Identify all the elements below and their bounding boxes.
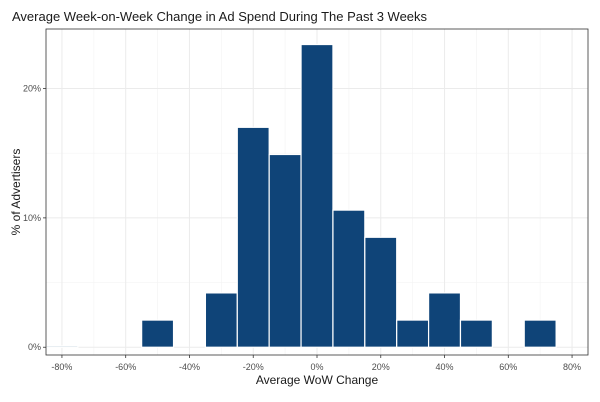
chart-title: Average Week-on-Week Change in Ad Spend … — [12, 9, 428, 24]
histogram-bar — [141, 319, 175, 348]
y-axis-title: % of Advertisers — [9, 149, 23, 236]
y-tick-label: 20% — [23, 84, 41, 94]
x-tick-label: -60% — [115, 362, 136, 372]
x-tick-label: -40% — [179, 362, 200, 372]
histogram-bars — [45, 43, 557, 348]
histogram-bar — [300, 43, 334, 348]
histogram-bar — [396, 319, 430, 348]
x-axis-title: Average WoW Change — [256, 373, 379, 387]
histogram-bar — [427, 292, 462, 348]
x-tick-label: 80% — [563, 362, 581, 372]
histogram-bar — [364, 236, 398, 348]
x-tick-label: -80% — [51, 362, 72, 372]
y-tick-label: 0% — [28, 342, 41, 352]
histogram-bar — [236, 126, 270, 348]
histogram-bar — [332, 209, 366, 348]
histogram-bar — [268, 153, 302, 348]
histogram-bar — [523, 319, 557, 348]
x-axis-ticks: -80% -60% -40% -20% 0% 20% 40% 60% 80% — [51, 355, 581, 372]
histogram-bar — [204, 292, 238, 348]
x-tick-label: 40% — [436, 362, 454, 372]
y-axis-ticks: 0% 10% 20% — [23, 84, 46, 352]
x-tick-label: 0% — [310, 362, 323, 372]
x-tick-label: -20% — [243, 362, 264, 372]
histogram-bar — [459, 319, 493, 348]
y-tick-label: 10% — [23, 213, 41, 223]
x-tick-label: 60% — [499, 362, 517, 372]
x-tick-label: 20% — [372, 362, 390, 372]
histogram-bar — [45, 345, 79, 348]
